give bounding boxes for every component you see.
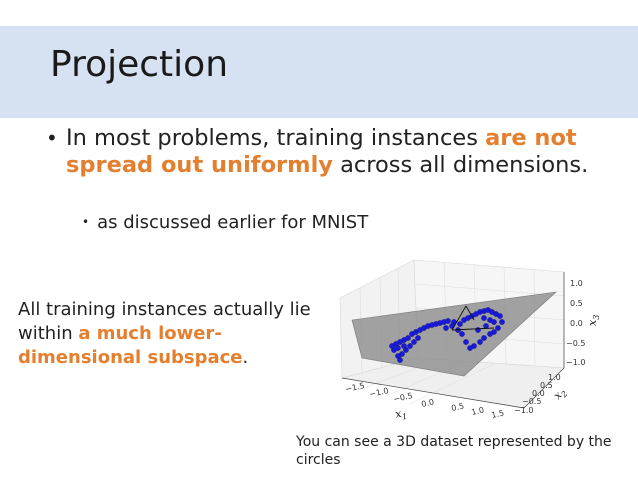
y-tick: −1.0 xyxy=(514,406,533,415)
3d-scatter-plot: 1.0 0.5 0.0 −0.5 −1.0 x3 1.0 0.5 0.0 −0.… xyxy=(339,259,601,423)
axis-lines xyxy=(341,272,565,409)
x-tick: 1.5 xyxy=(491,409,505,420)
data-point xyxy=(483,323,489,329)
y-axis-label: x2 xyxy=(551,385,570,404)
data-point xyxy=(445,318,451,324)
x-tick: 0.5 xyxy=(451,402,465,413)
data-point xyxy=(481,335,487,341)
x-tick: −0.5 xyxy=(393,391,414,404)
data-point xyxy=(389,343,395,349)
bullet-1: • In most problems, training instances a… xyxy=(46,125,606,179)
figure-caption: You can see a 3D dataset represented by … xyxy=(296,434,612,468)
data-point xyxy=(443,325,449,331)
title-bar xyxy=(0,26,638,118)
y-tick: 0.0 xyxy=(532,389,545,398)
bullet-1-part2: across all dimensions. xyxy=(332,152,589,178)
y-tick: 1.0 xyxy=(548,373,561,382)
data-point xyxy=(481,315,487,321)
data-point xyxy=(415,335,421,341)
bullet-1-highlight: are not spread out uniformly xyxy=(66,125,577,178)
z-axis-ticks: 1.0 0.5 0.0 −0.5 −1.0 xyxy=(566,279,585,367)
x-tick: 1.0 xyxy=(471,406,485,417)
x-tick: −1.5 xyxy=(345,381,366,394)
x-tick: −1.0 xyxy=(369,386,390,399)
z-tick: 0.5 xyxy=(570,299,583,308)
data-point xyxy=(457,321,463,327)
data-point xyxy=(497,313,503,319)
data-point xyxy=(459,331,465,337)
data-point xyxy=(411,339,417,345)
data-point xyxy=(467,345,473,351)
bullet-1-part1: In most problems, training instances xyxy=(66,125,486,151)
data-point xyxy=(487,331,493,337)
z-tick: −1.0 xyxy=(566,358,585,367)
z-tick: −0.5 xyxy=(566,339,585,348)
side-text-part2: . xyxy=(242,347,249,368)
z-tick: 0.0 xyxy=(570,319,583,328)
x-axis-ticks: −1.5 −1.0 −0.5 0.0 0.5 1.0 1.5 xyxy=(345,381,505,420)
z-tick: 1.0 xyxy=(570,279,583,288)
bullet-1-text: In most problems, training instances are… xyxy=(46,125,606,179)
slide-title: Projection xyxy=(50,44,229,85)
y-axis-ticks: 1.0 0.5 0.0 −0.5 −1.0 xyxy=(514,373,561,415)
data-point xyxy=(477,339,483,345)
z-axis-label: x3 xyxy=(586,315,601,326)
data-point xyxy=(491,319,497,325)
x-axis-label: x1 xyxy=(394,406,408,423)
sub-bullet-dot: • xyxy=(82,215,90,229)
data-point xyxy=(475,327,481,333)
side-text: All training instances actually lie with… xyxy=(18,298,338,370)
data-point xyxy=(397,357,403,363)
y-tick: −0.5 xyxy=(522,397,541,406)
bullet-2: • as discussed earlier for MNIST xyxy=(82,212,368,233)
y-tick: 0.5 xyxy=(540,381,553,390)
side-text-highlight: a much lower-dimensional subspace xyxy=(18,323,243,368)
bullet-dot: • xyxy=(46,126,58,150)
side-text-part1: All training instances actually lie with… xyxy=(18,299,311,344)
data-point xyxy=(405,335,411,341)
data-point xyxy=(401,343,407,349)
data-point xyxy=(407,343,413,349)
bullet-2-text: as discussed earlier for MNIST xyxy=(97,212,369,233)
data-point xyxy=(495,325,501,331)
projection-segments xyxy=(451,305,495,331)
x-tick: 0.0 xyxy=(421,398,435,409)
data-point xyxy=(395,345,401,351)
data-point xyxy=(463,339,469,345)
data-point xyxy=(499,319,505,325)
data-points xyxy=(389,307,505,363)
